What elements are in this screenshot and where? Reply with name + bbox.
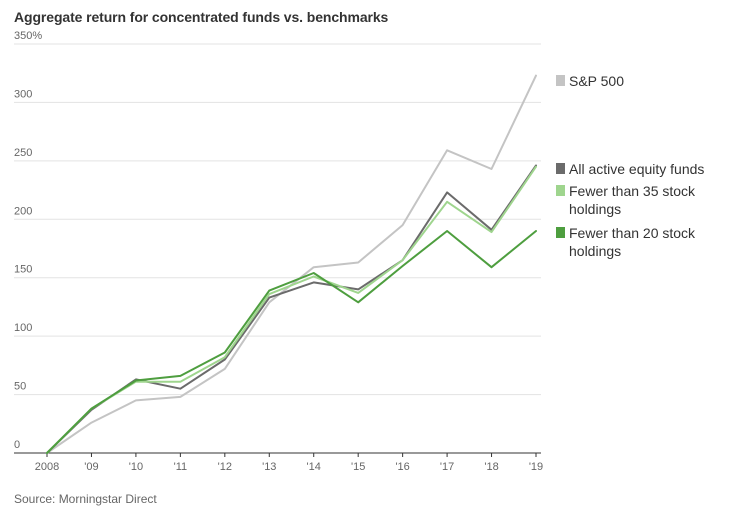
- legend-swatch: [556, 185, 565, 196]
- legend-label: Fewer than 35 stock: [569, 183, 696, 199]
- y-tick-label: 0: [14, 439, 20, 451]
- legend-label: holdings: [569, 243, 621, 259]
- x-tick-label: '19: [529, 461, 543, 473]
- y-axis-ticks: 350% 300 250 200 150 100 50 0: [14, 30, 42, 451]
- y-tick-label: 200: [14, 205, 32, 217]
- x-tick-label: '16: [395, 461, 409, 473]
- legend-label: holdings: [569, 201, 621, 217]
- x-tick-label: 2008: [35, 461, 59, 473]
- legend-swatch: [556, 227, 565, 238]
- legend: S&P 500 All active equity funds Fewer than…: [556, 73, 704, 259]
- x-tick-label: '11: [174, 461, 188, 473]
- legend-label: S&P 500: [569, 73, 624, 89]
- y-tick-label: 300: [14, 88, 32, 100]
- series-line-3: [46, 230, 537, 454]
- y-tick-label: 250: [14, 147, 32, 159]
- gridlines: [14, 43, 541, 454]
- legend-label: All active equity funds: [569, 161, 704, 177]
- x-tick-label: '15: [351, 461, 365, 473]
- legend-label: Fewer than 20 stock: [569, 225, 696, 241]
- y-tick-label: 50: [14, 381, 26, 393]
- series-line-0: [46, 74, 537, 454]
- x-tick-label: '17: [440, 461, 454, 473]
- legend-swatch: [556, 75, 565, 86]
- x-tick-label: '10: [129, 461, 143, 473]
- series-line-2: [46, 165, 537, 454]
- y-tick-label: 100: [14, 322, 32, 334]
- source-note: Source: Morningstar Direct: [14, 492, 157, 506]
- x-axis-ticks: 2008 '09 '10 '11 '12 '13 '14 '15 '16 '17 '18 '19: [35, 453, 543, 473]
- legend-swatch: [556, 163, 565, 174]
- x-tick-label: '09: [84, 461, 98, 473]
- x-tick-label: '14: [307, 461, 321, 473]
- y-tick-label: 150: [14, 264, 32, 276]
- y-tick-label: 350%: [14, 30, 42, 42]
- series-line-1: [46, 164, 537, 454]
- chart-title: Aggregate return for concentrated funds …: [14, 9, 389, 25]
- x-tick-label: '18: [484, 461, 498, 473]
- x-tick-label: '13: [262, 461, 276, 473]
- x-tick-label: '12: [218, 461, 232, 473]
- series-lines: [46, 74, 537, 454]
